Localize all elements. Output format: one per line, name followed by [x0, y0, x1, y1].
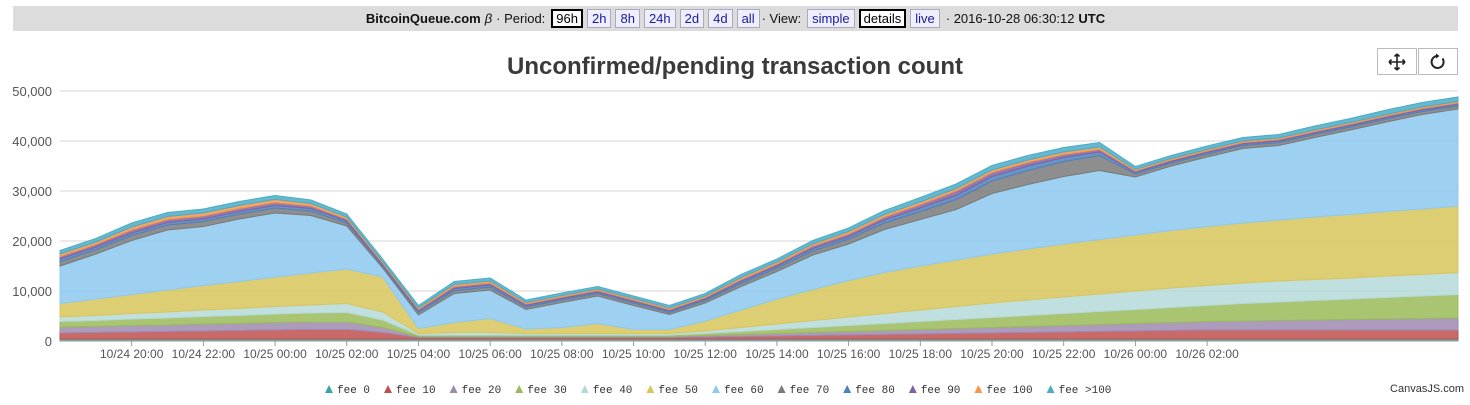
- legend-label: fee 80: [855, 385, 895, 397]
- legend-label: fee 70: [790, 385, 830, 397]
- legend-label: fee 40: [593, 385, 633, 397]
- legend-label: fee 10: [396, 385, 436, 397]
- x-tick-label: 10/26 00:00: [1104, 347, 1168, 361]
- legend-item[interactable]: fee 80: [843, 385, 895, 397]
- legend-marker: [1046, 385, 1055, 393]
- legend-label: fee 90: [921, 385, 961, 397]
- y-tick-label: 20,000: [12, 234, 52, 249]
- legend-item[interactable]: fee 50: [646, 385, 698, 397]
- area-series-fee-100[interactable]: [59, 96, 1459, 309]
- view-label: · View:: [761, 11, 802, 26]
- legend-label: fee 0: [337, 385, 370, 397]
- reset-zoom-button[interactable]: [1418, 48, 1458, 75]
- legend-item[interactable]: fee 40: [580, 385, 633, 397]
- legend-item[interactable]: fee 90: [908, 385, 961, 397]
- top-navigation-bar: BitcoinQueue.com β · Period: 96h 2h 8h 24h 2…: [13, 6, 1458, 31]
- legend-item[interactable]: fee >100: [1046, 385, 1112, 397]
- period-option-all[interactable]: all: [736, 9, 760, 28]
- timezone: UTC: [1078, 11, 1106, 26]
- move-icon: [1388, 52, 1406, 71]
- x-tick-label: 10/25 18:00: [889, 347, 953, 361]
- legend-label: fee 30: [527, 385, 567, 397]
- view-selector: simple details: [805, 9, 908, 28]
- timestamp: · 2016-10-28 06:30:12: [945, 11, 1075, 26]
- transaction-count-chart: Unconfirmed/pending transaction count 0 10…: [12, 53, 1459, 397]
- x-tick-label: 10/25 16:00: [817, 347, 881, 361]
- legend-item[interactable]: fee 100: [974, 385, 1033, 397]
- legend-item[interactable]: fee 10: [384, 385, 436, 397]
- x-tick-label: 10/25 10:00: [602, 347, 666, 361]
- legend-item[interactable]: fee 70: [777, 385, 830, 397]
- legend-marker: [325, 385, 333, 393]
- x-tick-label: 10/26 02:00: [1175, 347, 1239, 361]
- legend-marker: [843, 385, 852, 393]
- y-tick-label: 40,000: [12, 134, 52, 149]
- period-option-2d[interactable]: 2d: [679, 9, 705, 28]
- x-tick-label: 10/25 00:00: [243, 347, 307, 361]
- legend-label: fee 100: [986, 385, 1032, 397]
- legend-marker: [515, 385, 524, 393]
- view-option-details[interactable]: details: [858, 9, 907, 28]
- x-tick-label: 10/25 14:00: [745, 347, 809, 361]
- period-option-8h[interactable]: 8h: [615, 9, 640, 28]
- legend-label: fee 50: [658, 385, 698, 397]
- live-button[interactable]: live: [910, 9, 940, 28]
- legend-marker: [384, 385, 392, 393]
- legend-marker: [712, 385, 720, 393]
- x-tick-label: 10/24 22:00: [172, 347, 236, 361]
- period-option-96h[interactable]: 96h: [551, 9, 583, 28]
- legend-item[interactable]: fee 60: [712, 385, 764, 397]
- x-tick-label: 10/24 20:00: [100, 347, 164, 361]
- pan-button[interactable]: [1377, 48, 1417, 75]
- x-tick-label: 10/25 04:00: [387, 347, 451, 361]
- reset-icon: [1430, 53, 1445, 69]
- period-option-24h[interactable]: 24h: [643, 9, 676, 28]
- beta-mark: β: [484, 11, 493, 26]
- legend-marker: [908, 385, 917, 393]
- x-tick-label: 10/25 02:00: [315, 347, 379, 361]
- y-tick-label: 30,000: [12, 184, 52, 199]
- legend-label: fee 60: [724, 385, 764, 397]
- x-tick-label: 10/25 06:00: [458, 347, 522, 361]
- x-tick-label: 10/25 12:00: [674, 347, 738, 361]
- legend-marker: [974, 385, 983, 393]
- x-tick-label: 10/25 20:00: [960, 347, 1024, 361]
- legend-marker: [449, 385, 458, 393]
- chart-title: Unconfirmed/pending transaction count: [507, 53, 963, 80]
- period-label: · Period:: [496, 11, 546, 26]
- legend-marker: [580, 385, 589, 393]
- legend-item[interactable]: fee 0: [325, 385, 370, 397]
- period-option-4d[interactable]: 4d: [708, 9, 733, 28]
- y-tick-label: 10,000: [12, 284, 52, 299]
- legend-marker: [777, 385, 786, 393]
- period-option-2h[interactable]: 2h: [587, 9, 612, 28]
- y-tick-label: 0: [45, 334, 52, 349]
- period-selector: 96h 2h 8h 24h 2d 4d all: [549, 9, 761, 28]
- view-option-simple[interactable]: simple: [807, 9, 855, 28]
- chart-credit[interactable]: CanvasJS.com: [1390, 383, 1464, 395]
- legend-item[interactable]: fee 20: [449, 385, 502, 397]
- legend-label: fee >100: [1059, 385, 1112, 397]
- legend-label: fee 20: [462, 385, 502, 397]
- y-tick-label: 50,000: [12, 84, 52, 99]
- legend-marker: [646, 385, 655, 393]
- x-tick-label: 10/25 08:00: [530, 347, 594, 361]
- legend-item[interactable]: fee 30: [515, 385, 567, 397]
- site-brand[interactable]: BitcoinQueue.com: [365, 11, 481, 26]
- x-tick-label: 10/25 22:00: [1032, 347, 1096, 361]
